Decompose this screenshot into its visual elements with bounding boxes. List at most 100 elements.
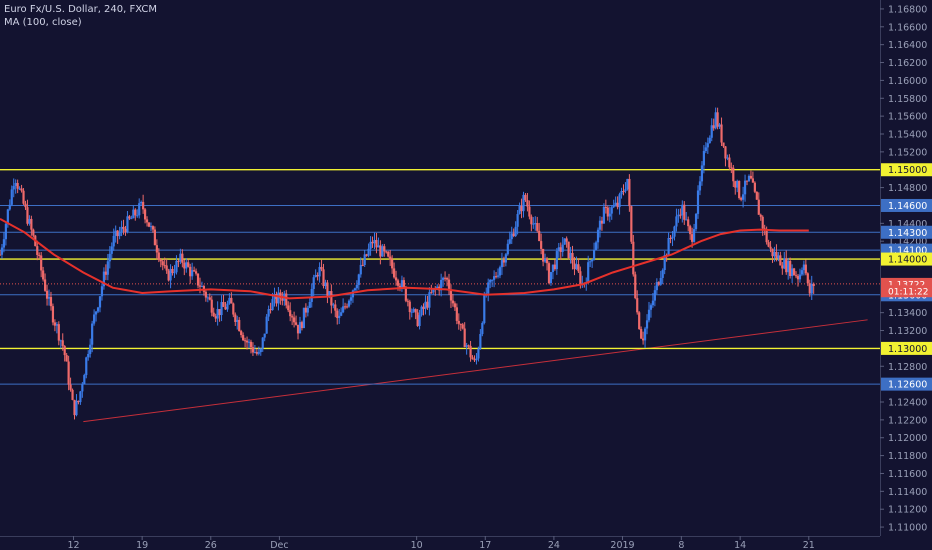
candle-down <box>547 263 551 284</box>
candle-down <box>0 254 2 256</box>
candle-up <box>700 165 704 182</box>
level-label-bg <box>881 198 932 212</box>
chart-title: Euro Fx/U.S. Dollar, 240, FXCM <box>4 4 157 15</box>
candle-up <box>602 206 605 224</box>
candle-down <box>794 275 798 277</box>
candle-down <box>304 307 307 313</box>
candle-up <box>608 213 611 217</box>
candle-up <box>79 391 82 403</box>
candle-up <box>696 190 700 214</box>
candle-up <box>338 315 341 319</box>
candle-up <box>694 213 698 230</box>
candle-down <box>640 328 643 339</box>
candle-up <box>677 214 680 217</box>
level-label-bg <box>881 225 932 239</box>
candle-down <box>234 314 237 322</box>
candle-down <box>204 291 207 298</box>
chart-legend: Euro Fx/U.S. Dollar, 240, FXCM MA (100, … <box>4 3 157 29</box>
candle-up <box>726 157 729 159</box>
candle-up <box>369 241 372 249</box>
candle-down <box>567 241 570 259</box>
candle-down <box>734 181 737 188</box>
candle-up <box>185 262 188 269</box>
candle-down <box>194 271 198 274</box>
candle-down <box>69 384 72 390</box>
candle-down <box>45 290 49 299</box>
candle-up <box>610 207 613 214</box>
candle-up <box>589 261 592 263</box>
support-trendline <box>83 319 868 423</box>
candle-down <box>538 230 541 242</box>
price-tick-label: 1.11000 <box>888 523 927 534</box>
candle-up <box>518 206 521 214</box>
candle-up <box>667 238 670 256</box>
candle-down <box>745 180 749 182</box>
time-tick-label: 17 <box>479 540 491 550</box>
candle-down <box>430 292 433 294</box>
candle-down <box>296 324 300 334</box>
candle-up <box>169 268 172 281</box>
level-label: 1.14100 <box>888 246 927 257</box>
candle-up <box>587 262 590 283</box>
candle-down <box>269 309 272 311</box>
candle-up <box>614 202 617 206</box>
candle-down <box>20 188 23 191</box>
candle-down <box>145 219 149 223</box>
candle-up <box>236 319 239 322</box>
candle-down <box>467 345 470 347</box>
candle-down <box>242 335 245 341</box>
candle-down <box>638 312 641 329</box>
candle-down <box>232 303 235 315</box>
candle-up <box>179 253 182 262</box>
candle-down <box>571 252 574 264</box>
candle-down <box>336 310 339 319</box>
candle-up <box>704 147 707 152</box>
candle-up <box>736 180 739 188</box>
candle-down <box>32 229 35 236</box>
candle-down <box>243 340 247 342</box>
candle-up <box>324 282 327 287</box>
candle-up <box>645 320 649 329</box>
candle-up <box>591 259 594 262</box>
candle-up <box>673 226 676 237</box>
candle-up <box>328 291 331 296</box>
candle-up <box>261 337 264 349</box>
candle-up <box>475 358 478 361</box>
candle-up <box>489 279 492 283</box>
candle-down <box>383 246 386 252</box>
candle-up <box>440 279 443 291</box>
candle-down <box>753 182 756 192</box>
candle-up <box>514 226 517 237</box>
candle-down <box>71 389 74 400</box>
candle-up <box>551 264 555 273</box>
candle-up <box>277 292 280 304</box>
candle-up <box>110 246 113 254</box>
candle-down <box>691 234 694 242</box>
candle-up <box>555 251 558 270</box>
candle-up <box>2 239 6 248</box>
candle-down <box>530 216 533 225</box>
candle-down <box>524 194 527 201</box>
candle-up <box>93 314 96 324</box>
candle-up <box>318 266 321 277</box>
candle-down <box>208 297 211 300</box>
candle-down <box>385 251 388 253</box>
candle-down <box>751 178 755 183</box>
candle-down <box>177 260 180 262</box>
price-tick-label: 1.12800 <box>888 362 927 373</box>
candle-down <box>759 214 762 217</box>
candle-up <box>206 297 209 299</box>
candle-up <box>496 275 500 277</box>
candle-up <box>226 303 229 310</box>
candle-down <box>394 277 398 281</box>
candle-down <box>345 306 349 308</box>
candle-down <box>289 310 292 317</box>
candle-down <box>116 230 119 237</box>
candle-down <box>471 357 474 360</box>
time-axis: 12 19 26 Dec 10 17 24 2019 8 14 21 <box>0 536 880 550</box>
candle-up <box>0 247 4 255</box>
price-tick-label: 1.12400 <box>888 398 927 409</box>
candle-up <box>355 284 358 289</box>
